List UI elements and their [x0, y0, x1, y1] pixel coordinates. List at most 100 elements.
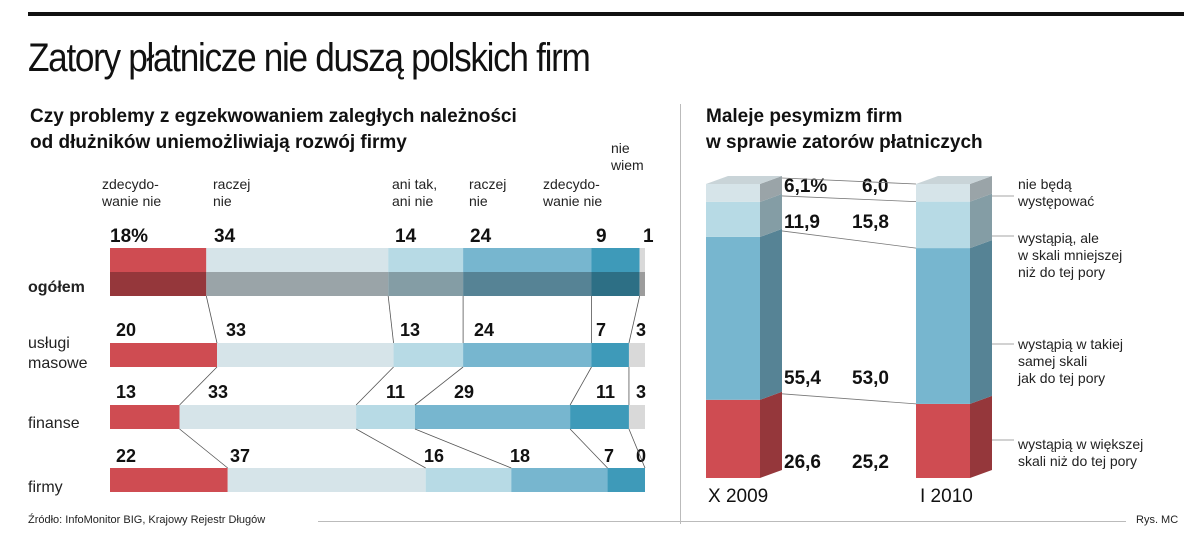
bar-segment — [356, 405, 415, 429]
connector-line — [569, 366, 592, 406]
value-label: 55,4 — [784, 368, 821, 389]
column-segment — [706, 399, 760, 478]
column-segment — [916, 184, 970, 202]
column-segment — [706, 201, 760, 237]
value-label: 25,2 — [852, 452, 889, 473]
bar-segment-top — [463, 248, 592, 272]
left-subtitle-1: Czy problemy z egzekwowaniem zaległych n… — [30, 106, 517, 127]
connector-line — [628, 295, 641, 344]
period-label: X 2009 — [708, 486, 769, 507]
value-label: 16 — [424, 446, 445, 466]
panel-divider — [680, 104, 681, 524]
connector-line — [781, 195, 917, 203]
legend-item: wystąpią w większej skali niż do tej pory — [1018, 436, 1144, 469]
right-subtitle-1: Maleje pesymizm firm — [706, 106, 903, 127]
column-side — [760, 176, 782, 202]
credit: Rys. MC — [1136, 514, 1179, 526]
value-label: 11 — [386, 382, 406, 402]
connector-line — [414, 366, 464, 406]
legend-item: wystąpią, ale w skali mniejszej niż do tej… — [1018, 230, 1123, 280]
bar-segment — [217, 343, 394, 367]
value-label: 11 — [596, 382, 616, 402]
legend-item: wystąpią w takiej samej skali jak do tej p… — [1018, 336, 1124, 386]
value-label: 1 — [643, 226, 654, 247]
value-label: 53,0 — [852, 368, 889, 389]
value-label: 3 — [636, 382, 647, 402]
cat-label-2: raczej nie — [213, 176, 251, 209]
bar-segment — [607, 468, 645, 492]
bar-segment — [206, 272, 389, 296]
bar-segment — [639, 272, 645, 296]
value-label: 33 — [208, 382, 229, 402]
page-title: Zatory płatnicze nie duszą polskich firm — [28, 36, 591, 80]
bar-segment — [110, 405, 180, 429]
connector-line — [414, 428, 512, 469]
bar-segment-top — [206, 248, 389, 272]
value-label: 18 — [510, 446, 531, 466]
left-subtitle-2: od dłużników uniemożliwiają rozwój firmy — [30, 132, 407, 153]
bar-segment — [110, 343, 217, 367]
bar-segment — [110, 468, 228, 492]
value-label: 29 — [454, 382, 475, 402]
bar-segment — [628, 405, 645, 429]
value-label: 3 — [636, 320, 647, 340]
row-label-firmy: firmy — [28, 479, 63, 496]
column-side — [760, 391, 782, 478]
value-label: 14 — [395, 226, 417, 247]
legend-item: nie będą występować — [1018, 176, 1095, 209]
bar-segment — [463, 343, 592, 367]
connector-line — [628, 428, 646, 469]
value-label: 9 — [596, 226, 607, 247]
column-segment — [916, 403, 970, 478]
column-side — [970, 193, 992, 249]
period-label: I 2010 — [920, 486, 973, 507]
source-note: Źródło: InfoMonitor BIG, Krajowy Rejestr… — [28, 514, 266, 526]
value-label: 33 — [226, 320, 247, 340]
column-side — [760, 228, 782, 400]
cat-label-3: ani tak, ani nie — [392, 176, 438, 209]
top-rule — [28, 12, 1184, 16]
bar-segment — [628, 343, 645, 367]
column-segment — [916, 201, 970, 249]
connector-line — [387, 295, 394, 344]
bar-segment-top — [110, 248, 207, 272]
column-side — [970, 176, 992, 202]
value-label: 24 — [470, 226, 492, 247]
bar-segment — [388, 272, 464, 296]
connector-line — [781, 230, 917, 249]
column-segment — [706, 236, 760, 400]
column-side — [970, 395, 992, 478]
value-label: 20 — [116, 320, 137, 340]
bar-segment — [110, 272, 207, 296]
cat-label-4: raczej nie — [469, 176, 507, 209]
value-label: 13 — [400, 320, 421, 340]
bar-segment — [591, 343, 629, 367]
value-label: 15,8 — [852, 212, 889, 233]
value-label: 37 — [230, 446, 251, 466]
row-label-ogolem: ogółem — [28, 279, 85, 296]
column-side — [970, 240, 992, 404]
value-label: 0 — [636, 446, 647, 466]
connector-line — [781, 393, 917, 405]
bar-segment — [179, 405, 357, 429]
bar-segment-top — [388, 248, 464, 272]
bar-segment — [591, 272, 640, 296]
connector-line — [205, 295, 218, 344]
value-label: 24 — [474, 320, 495, 340]
value-label: 18% — [110, 226, 149, 247]
column-segment — [706, 184, 760, 202]
bar-segment — [511, 468, 608, 492]
value-label: 13 — [116, 382, 137, 402]
bar-segment — [414, 405, 571, 429]
column-cap — [916, 176, 992, 184]
connector-line — [569, 428, 608, 469]
bar-segment-top — [591, 248, 640, 272]
value-label: 6,0 — [862, 176, 889, 197]
value-label: 6,1% — [784, 176, 828, 197]
bar-segment — [393, 343, 464, 367]
footer-rule — [318, 521, 1126, 522]
value-label: 34 — [214, 226, 236, 247]
connector-line — [781, 177, 917, 185]
column-side — [760, 193, 782, 237]
value-label: 7 — [604, 446, 615, 466]
